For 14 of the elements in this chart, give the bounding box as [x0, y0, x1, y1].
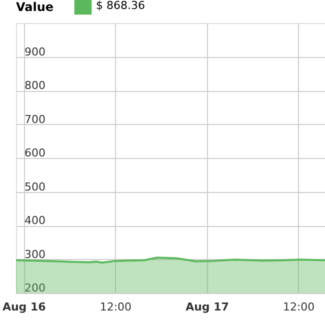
x-tick-label: Aug 16	[2, 300, 46, 314]
legend-label: $ 868.36	[96, 0, 145, 12]
y-tick-label: 500	[24, 180, 46, 194]
x-tick-label: 12:00	[100, 300, 132, 314]
y-tick-label: 400	[24, 214, 46, 227]
x-tick-label: Aug 17	[186, 300, 229, 314]
x-tick-label: 12:00	[282, 300, 315, 314]
y-tick-label: 700	[24, 112, 46, 126]
legend-title: Value	[16, 0, 54, 14]
y-tick-label: 300	[24, 248, 46, 261]
y-tick-label: 900	[24, 45, 46, 58]
y-tick-label: 200	[24, 282, 46, 294]
y-tick-label: 800	[24, 79, 46, 92]
y-tick-label: 600	[24, 146, 46, 160]
